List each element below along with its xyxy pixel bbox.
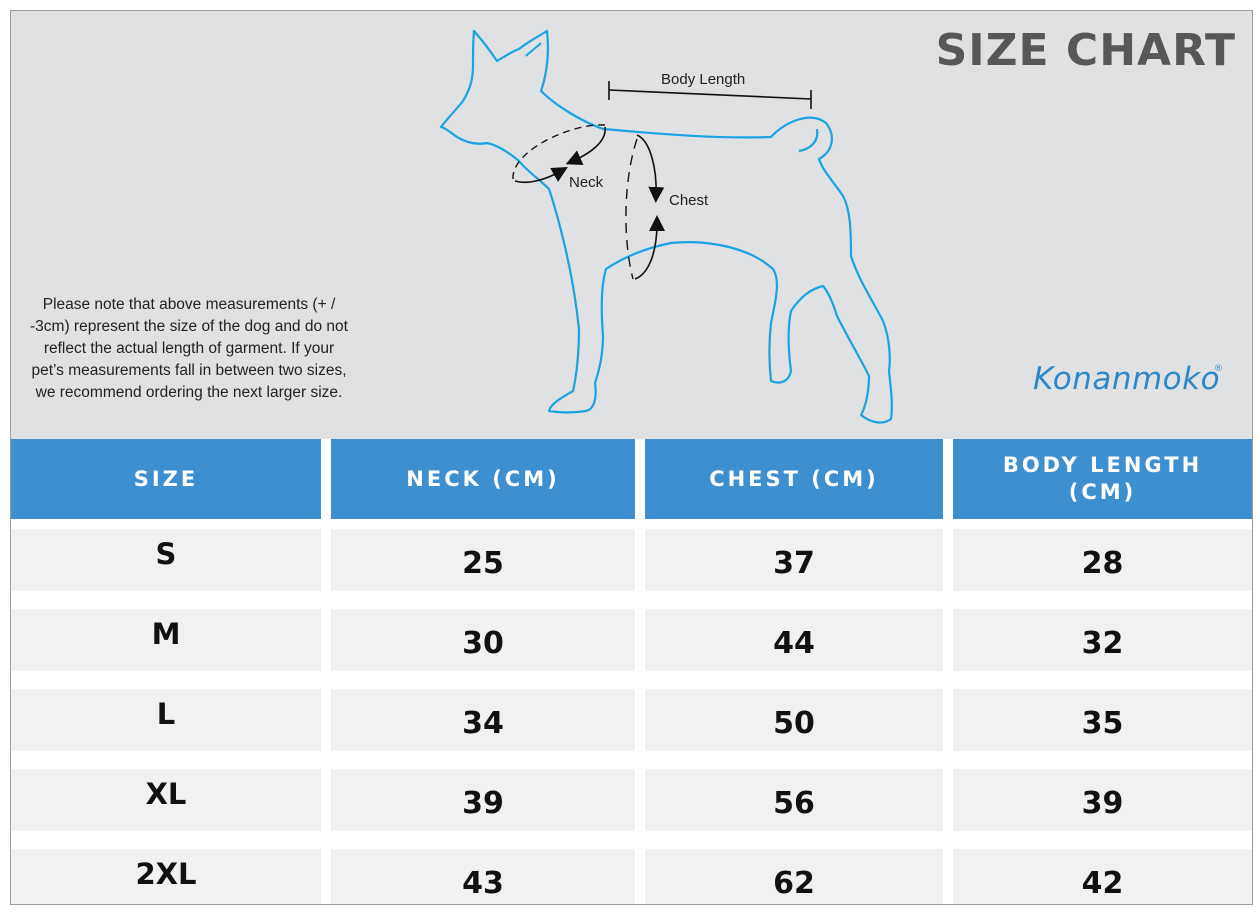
body-length-label: Body Length [661, 71, 745, 88]
chest-cell: 56 [645, 769, 943, 831]
diagram-panel: SIZE CHART Body Length Neck Chest Pl [11, 11, 1252, 439]
size-cell: L [11, 689, 321, 751]
header-chest: CHEST (CM) [645, 439, 943, 519]
chart-title: SIZE CHART [935, 25, 1236, 76]
size-cell: 2XL [11, 849, 321, 904]
neck-cell: 25 [331, 529, 635, 591]
dog-tail-detail [798, 128, 819, 153]
table-row: M 30 44 32 [11, 609, 1252, 671]
chest-arrow-top [636, 134, 665, 203]
body-length-line [608, 89, 812, 100]
chest-cell: 50 [645, 689, 943, 751]
neck-dashed-loop [512, 124, 606, 180]
chest-dashed-loop [625, 138, 638, 280]
header-neck: NECK (CM) [331, 439, 635, 519]
chest-cell: 62 [645, 849, 943, 904]
table-row: L 34 50 35 [11, 689, 1252, 751]
body-length-cell: 39 [953, 769, 1252, 831]
neck-cell: 39 [331, 769, 635, 831]
table-row: XL 39 56 39 [11, 769, 1252, 831]
neck-arrow-bottom [514, 167, 568, 184]
neck-cell: 34 [331, 689, 635, 751]
brand-logo: Konanmoko [1033, 361, 1221, 397]
chest-cell: 37 [645, 529, 943, 591]
size-table: SIZE NECK (CM) CHEST (CM) BODY LENGTH (C… [11, 439, 1252, 904]
dog-measurement-diagram: Body Length Neck Chest [439, 29, 893, 424]
body-length-cell: 28 [953, 529, 1252, 591]
chest-cell: 44 [645, 609, 943, 671]
header-body-length: BODY LENGTH (CM) [953, 439, 1252, 519]
size-chart-frame: SIZE CHART Body Length Neck Chest Pl [10, 10, 1253, 905]
chest-label: Chest [669, 192, 709, 209]
neck-arrow-top [565, 126, 606, 166]
body-length-cell: 35 [953, 689, 1252, 751]
dog-ear-inner [525, 42, 542, 57]
size-cell: XL [11, 769, 321, 831]
size-cell: M [11, 609, 321, 671]
dog-outline [439, 29, 893, 424]
table-header-row: SIZE NECK (CM) CHEST (CM) BODY LENGTH (C… [11, 439, 1252, 519]
size-cell: S [11, 529, 321, 591]
neck-cell: 30 [331, 609, 635, 671]
table-row: S 25 37 28 [11, 529, 1252, 591]
brand-registered-mark: ® [1214, 364, 1223, 374]
table-row: 2XL 43 62 42 [11, 849, 1252, 904]
header-size: SIZE [11, 439, 321, 519]
measurement-note: Please note that above measurements (+ /… [30, 296, 348, 401]
chest-arrow-bottom [634, 215, 665, 280]
body-length-cell: 42 [953, 849, 1252, 904]
neck-label: Neck [569, 174, 604, 191]
neck-cell: 43 [331, 849, 635, 904]
body-length-cell: 32 [953, 609, 1252, 671]
